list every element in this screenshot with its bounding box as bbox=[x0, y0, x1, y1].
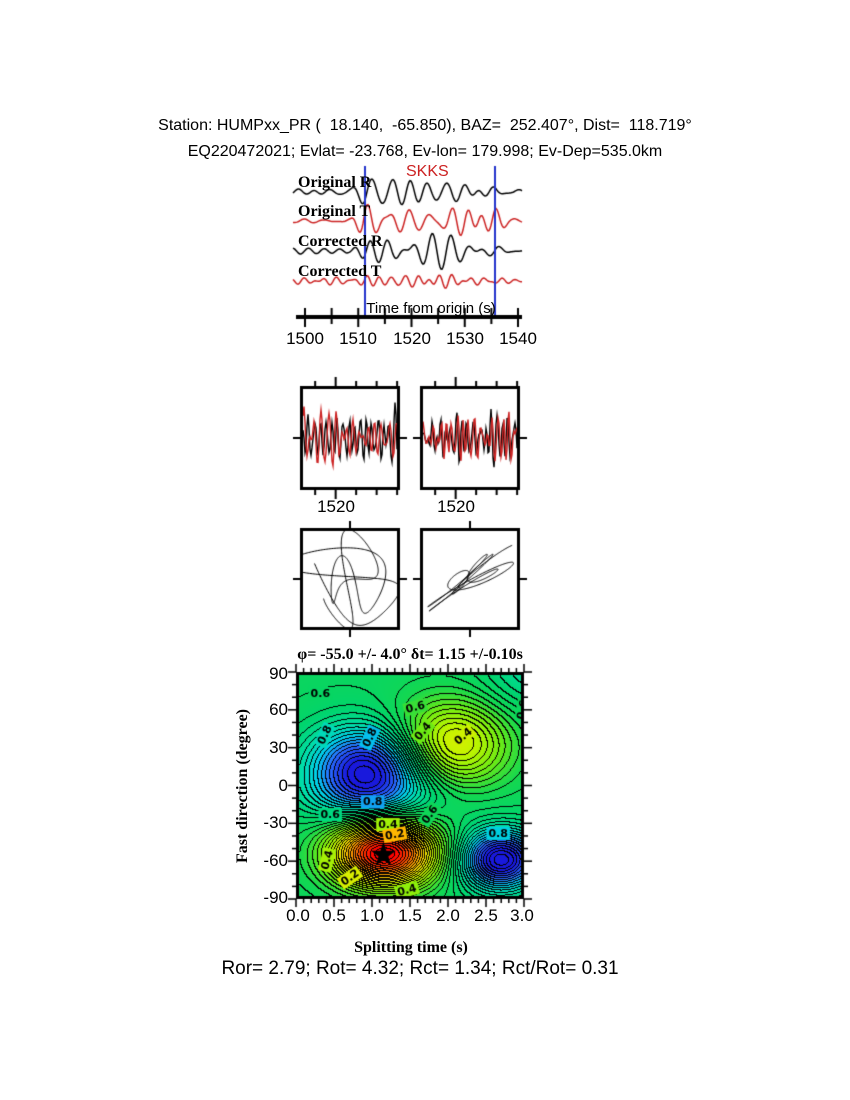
trace-label-original-t: Original T bbox=[298, 203, 371, 220]
xtick-1.5: 1.5 bbox=[398, 906, 422, 925]
time-tick-1520: 1520 bbox=[393, 329, 431, 348]
header-event-line: EQ220472021; Evlat= -23.768, Ev-lon= 179… bbox=[187, 143, 663, 160]
contour-xlabel: Splitting time (s) bbox=[354, 939, 468, 956]
xtick-0.0: 0.0 bbox=[286, 906, 310, 925]
ytick-0: 0 bbox=[278, 776, 288, 795]
time-tick-1510: 1510 bbox=[339, 329, 377, 348]
ytick-30: 30 bbox=[269, 738, 288, 757]
ytick-60: 60 bbox=[269, 700, 288, 719]
header-station-line: Station: HUMPxx_PR ( 18.140, -65.850), B… bbox=[158, 117, 692, 134]
window-tick-left-1520: 1520 bbox=[317, 497, 355, 516]
ytick-90: 90 bbox=[269, 664, 288, 683]
trace-label-original-r: Original R bbox=[298, 174, 372, 191]
time-tick-1530: 1530 bbox=[446, 329, 484, 348]
time-axis-label: Time from origin (s) bbox=[366, 300, 496, 317]
ytick-m60: -60 bbox=[263, 851, 288, 870]
xtick-1.0: 1.0 bbox=[360, 906, 384, 925]
ytick-m90: -90 bbox=[263, 888, 288, 907]
time-tick-1540: 1540 bbox=[499, 329, 537, 348]
contour-title: φ= -55.0 +/- 4.0° δt= 1.15 +/-0.10s bbox=[297, 646, 523, 663]
xtick-2.0: 2.0 bbox=[436, 906, 460, 925]
window-tick-right-1520: 1520 bbox=[437, 497, 475, 516]
phase-label-skks: SKKS bbox=[406, 163, 449, 180]
footer-stats: Ror= 2.79; Rot= 4.32; Rct= 1.34; Rct/Rot… bbox=[221, 958, 619, 979]
xtick-3.0: 3.0 bbox=[510, 906, 534, 925]
trace-label-corrected-t: Corrected T bbox=[298, 263, 382, 280]
xtick-2.5: 2.5 bbox=[474, 906, 498, 925]
xtick-0.5: 0.5 bbox=[322, 906, 346, 925]
trace-label-corrected-r: Corrected R bbox=[298, 233, 383, 250]
time-tick-1500: 1500 bbox=[286, 329, 324, 348]
ytick-m30: -30 bbox=[263, 813, 288, 832]
